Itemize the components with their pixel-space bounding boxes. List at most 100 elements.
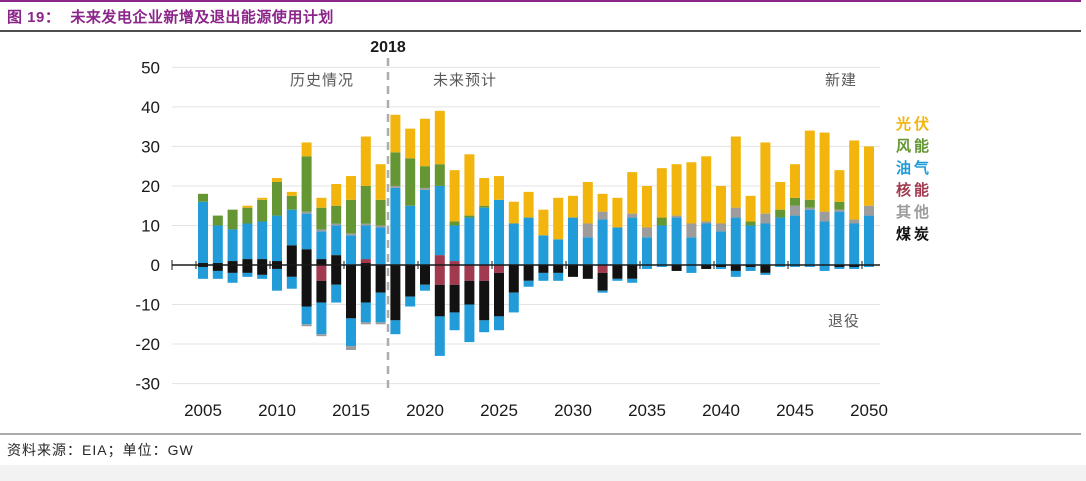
solar-addition-segment xyxy=(790,164,800,198)
annotation-forecast-label: 未来预计 xyxy=(432,72,497,89)
bar-2046 xyxy=(804,130,815,267)
coal-retirement-segment xyxy=(331,265,342,285)
nuclear-retirement-segment xyxy=(434,265,445,285)
bar-2048 xyxy=(834,170,845,269)
oil-gas-retirement-segment xyxy=(612,278,623,281)
coal-retirement-segment xyxy=(464,280,475,305)
oil-gas-addition-segment xyxy=(331,225,342,256)
wind-addition-segment xyxy=(242,207,253,224)
solar-addition-segment xyxy=(730,136,741,208)
x-tick-label: 2040 xyxy=(702,401,740,420)
wind-addition-segment xyxy=(405,158,416,206)
bar-2043 xyxy=(760,142,771,275)
other-addition-segment xyxy=(627,213,638,218)
oil-gas-retirement-segment xyxy=(627,278,638,283)
oil-gas-addition-segment xyxy=(523,217,534,265)
coal-addition-segment xyxy=(360,263,371,265)
oil-gas-retirement-segment xyxy=(449,312,460,331)
other-addition-segment xyxy=(804,207,815,210)
other-addition-segment xyxy=(730,207,741,218)
x-tick-label: 2045 xyxy=(776,401,814,420)
solar-addition-segment xyxy=(849,140,860,220)
x-tick-label: 2015 xyxy=(332,401,370,420)
solar-addition-segment xyxy=(804,130,815,200)
oil-gas-addition-segment xyxy=(257,221,268,260)
figure-header-divider xyxy=(0,30,1081,32)
coal-retirement-segment xyxy=(508,265,519,293)
annotation-history-label: 历史情况 xyxy=(289,72,354,89)
oil-gas-retirement-segment xyxy=(464,304,475,343)
solar-addition-segment xyxy=(331,183,342,206)
zero-axis xyxy=(171,260,880,270)
oil-gas-addition-segment xyxy=(405,205,416,265)
solar-addition-segment xyxy=(508,201,519,224)
oil-gas-retirement-segment xyxy=(849,266,860,269)
wind-addition-segment xyxy=(464,215,475,218)
annotation-retirement-label: 退役 xyxy=(827,313,860,330)
coal-retirement-segment xyxy=(568,265,578,277)
nuclear-retirement-segment xyxy=(479,265,490,281)
oil-gas-addition-segment xyxy=(198,201,208,264)
other-retirement-segment xyxy=(346,346,356,350)
bar-2028 xyxy=(538,209,549,281)
solar-addition-segment xyxy=(538,209,549,236)
coal-addition-segment xyxy=(198,263,208,265)
coal-retirement-segment xyxy=(523,265,534,281)
bar-2049 xyxy=(849,140,860,269)
nuclear-retirement-segment xyxy=(597,265,608,273)
bar-2033 xyxy=(612,197,623,281)
oil-gas-addition-segment xyxy=(434,185,445,256)
oil-gas-addition-segment xyxy=(686,237,697,265)
oil-gas-retirement-segment xyxy=(405,296,416,307)
solar-addition-segment xyxy=(745,195,756,222)
bar-2031 xyxy=(582,181,593,279)
bar-2025 xyxy=(494,176,504,331)
oil-gas-addition-segment xyxy=(597,219,608,265)
legend-item-wind: 风能 xyxy=(896,138,933,155)
coal-retirement-segment xyxy=(612,265,623,279)
other-addition-segment xyxy=(671,215,682,218)
bar-2038 xyxy=(686,162,697,273)
y-tick-label: 10 xyxy=(141,216,160,235)
oil-gas-addition-segment xyxy=(227,229,238,262)
wind-addition-segment xyxy=(331,205,342,224)
bar-2005 xyxy=(198,193,208,279)
other-addition-segment xyxy=(331,223,342,226)
solar-addition-segment xyxy=(775,181,786,210)
coal-retirement-segment xyxy=(834,265,845,267)
oil-gas-addition-segment xyxy=(612,227,623,265)
oil-gas-addition-segment xyxy=(346,235,356,265)
bar-2012 xyxy=(301,142,312,327)
coal-retirement-segment xyxy=(316,280,327,303)
coal-retirement-segment xyxy=(479,280,490,321)
nuclear-addition-segment xyxy=(449,261,460,265)
coal-addition-segment xyxy=(301,249,312,265)
bar-2044 xyxy=(775,181,786,267)
coal-addition-segment xyxy=(286,245,297,265)
oil-gas-addition-segment xyxy=(301,213,312,250)
oil-gas-addition-segment xyxy=(508,223,519,265)
oil-gas-retirement-segment xyxy=(434,316,445,356)
coal-retirement-segment xyxy=(730,265,741,271)
wind-addition-segment xyxy=(834,201,845,210)
figure-top-border xyxy=(0,0,1081,2)
legend-item-solar: 光伏 xyxy=(896,116,933,133)
x-tick-label: 2010 xyxy=(258,401,296,420)
nuclear-addition-segment xyxy=(360,259,371,264)
solar-addition-segment xyxy=(346,176,356,200)
other-addition-segment xyxy=(701,221,712,224)
coal-addition-segment xyxy=(242,259,253,265)
bar-2021 xyxy=(434,110,445,356)
y-tick-label: 20 xyxy=(141,177,160,196)
bar-2036 xyxy=(656,168,667,267)
oil-gas-addition-segment xyxy=(849,223,860,265)
solar-addition-segment xyxy=(686,162,697,224)
other-addition-segment xyxy=(864,205,874,216)
nuclear-retirement-segment xyxy=(449,265,460,285)
legend-item-other: 其他 xyxy=(896,204,933,221)
oil-gas-addition-segment xyxy=(553,239,564,265)
oil-gas-retirement-segment xyxy=(331,284,342,303)
coal-retirement-segment xyxy=(286,265,297,277)
